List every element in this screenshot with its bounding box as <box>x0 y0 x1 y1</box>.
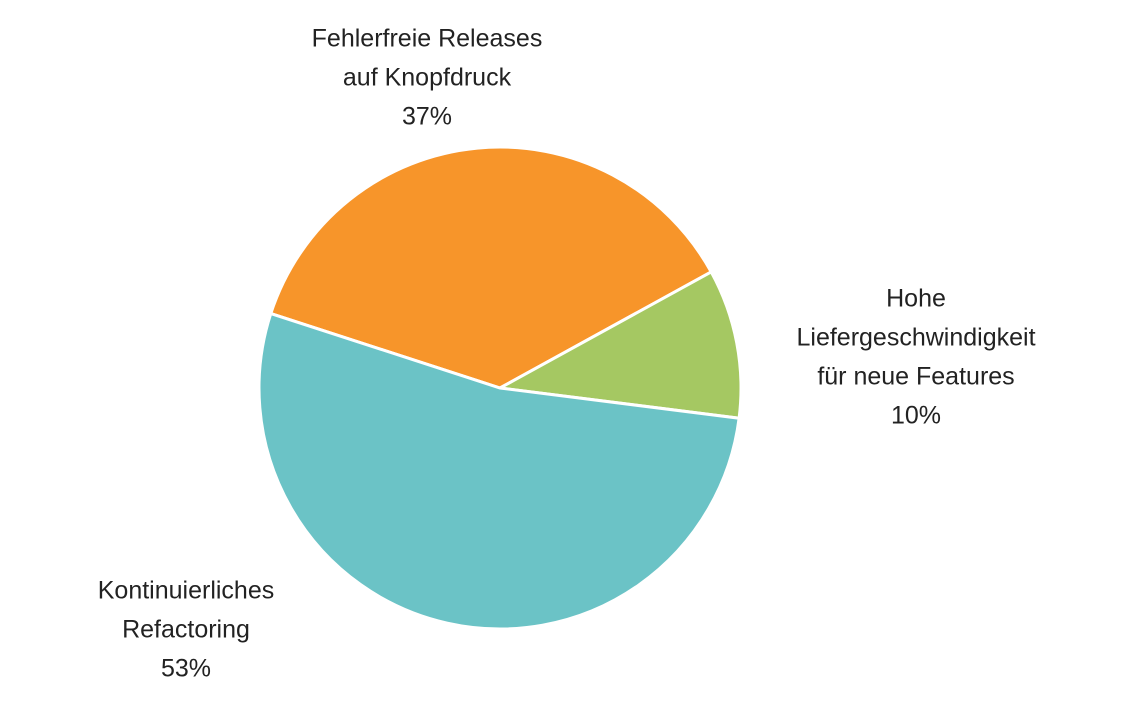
slice <box>495 269 743 420</box>
slice-label: auf Knopfdruck <box>343 64 512 92</box>
value-label: 53% <box>161 655 211 683</box>
slice-label: Hohe <box>886 285 946 313</box>
value-label: 37% <box>402 103 452 131</box>
slice-label: Refactoring <box>122 616 250 644</box>
slice <box>257 311 741 631</box>
slice-label: für neue Features <box>817 363 1014 391</box>
slice <box>268 145 714 390</box>
slice-label: Kontinuierliches <box>98 577 275 605</box>
value-label: 10% <box>891 402 941 430</box>
slice-label: Liefergeschwindigkeit <box>796 324 1035 352</box>
slice-label: Fehlerfreie Releases <box>312 25 543 53</box>
